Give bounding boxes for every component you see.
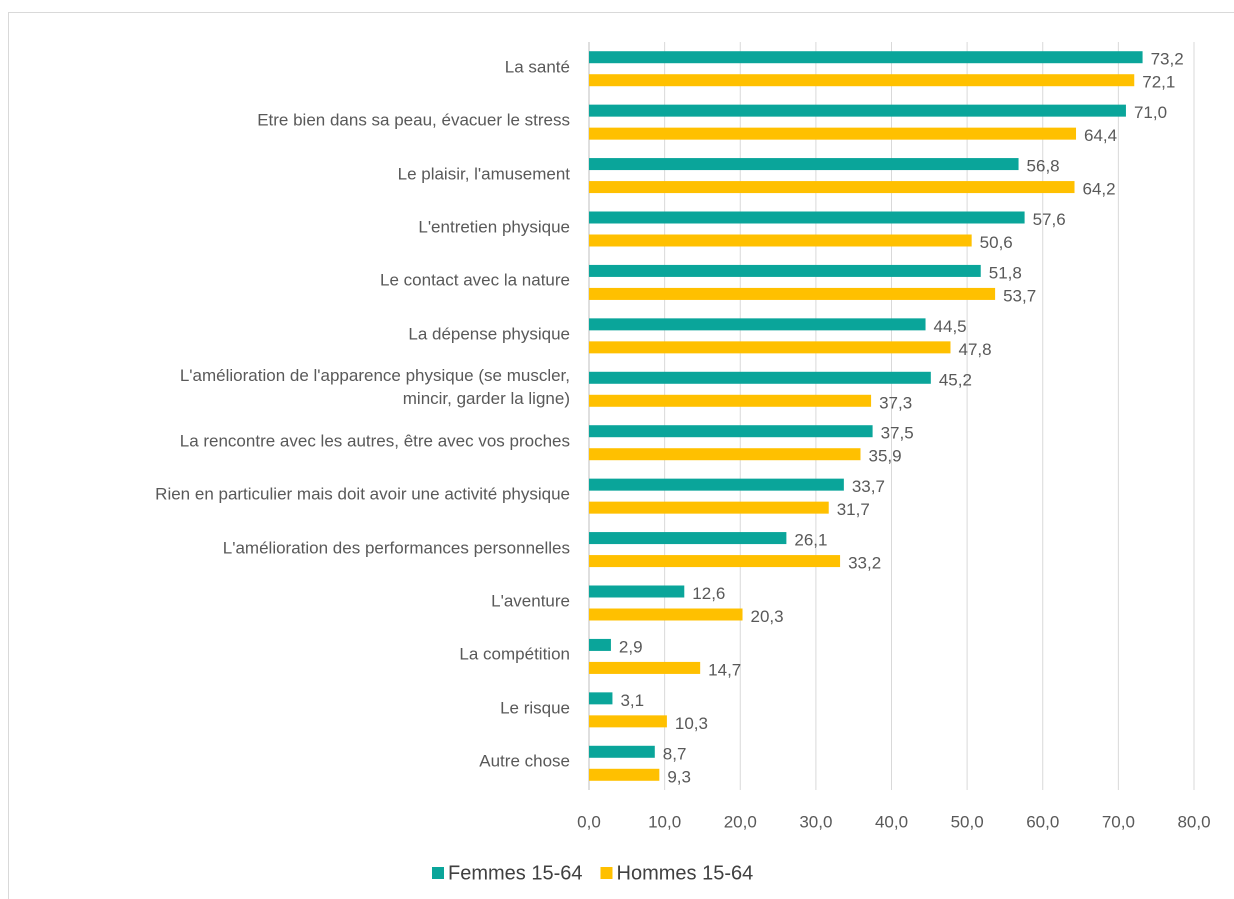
category-label: L'amélioration des performances personne… — [222, 538, 570, 558]
bar — [589, 532, 787, 545]
category-label: Rien en particulier mais doit avoir une … — [155, 484, 570, 504]
x-tick-label: 70,0 — [1102, 812, 1135, 831]
value-label: 50,6 — [980, 233, 1013, 252]
value-label: 37,5 — [881, 424, 914, 443]
value-label: 53,7 — [1003, 286, 1036, 305]
category-label: La dépense physique — [408, 324, 570, 344]
value-label: 51,8 — [989, 263, 1022, 282]
value-label: 26,1 — [794, 531, 827, 550]
category-label: La compétition — [459, 644, 570, 664]
value-label: 64,4 — [1084, 126, 1117, 145]
legend-label: Femmes 15-64 — [448, 862, 583, 884]
bar — [589, 341, 951, 354]
x-tick-label: 80,0 — [1177, 812, 1210, 831]
value-label: 57,6 — [1033, 210, 1066, 229]
x-tick-label: 0,0 — [577, 812, 601, 831]
category-label: La rencontre avec les autres, être avec … — [179, 431, 570, 451]
category-label: L'amélioration de l'apparence physique (… — [179, 366, 570, 409]
bar — [589, 715, 667, 728]
x-tick-label: 50,0 — [951, 812, 984, 831]
x-tick-label: 40,0 — [875, 812, 908, 831]
value-label: 37,3 — [879, 393, 912, 412]
value-label: 33,7 — [852, 477, 885, 496]
value-label: 72,1 — [1142, 73, 1175, 92]
bar — [589, 181, 1075, 194]
x-tick-label: 60,0 — [1026, 812, 1059, 831]
bar — [589, 104, 1126, 117]
bar — [589, 745, 655, 758]
bar — [589, 661, 701, 674]
category-label: L'entretien physique — [418, 217, 570, 237]
bar — [589, 692, 613, 705]
category-label: Le plaisir, l'amusement — [397, 164, 570, 184]
bar — [589, 585, 685, 598]
value-label: 2,9 — [619, 637, 643, 656]
category-label: La santé — [504, 57, 570, 77]
value-label: 45,2 — [939, 370, 972, 389]
value-label: 56,8 — [1027, 157, 1060, 176]
category-label: Etre bien dans sa peau, évacuer le stres… — [257, 110, 570, 130]
bar — [589, 478, 844, 491]
value-label: 20,3 — [751, 607, 784, 626]
bar — [589, 768, 660, 781]
chart-frame — [8, 12, 1234, 899]
bar — [589, 74, 1135, 87]
bar — [589, 425, 873, 438]
value-label: 10,3 — [675, 714, 708, 733]
bar — [589, 127, 1077, 140]
bar — [589, 501, 829, 514]
value-label: 71,0 — [1134, 103, 1167, 122]
value-label: 64,2 — [1083, 180, 1116, 199]
x-tick-label: 10,0 — [648, 812, 681, 831]
legend-label: Hommes 15-64 — [617, 862, 754, 884]
value-label: 12,6 — [692, 584, 725, 603]
bar — [589, 318, 926, 331]
value-label: 47,8 — [958, 340, 991, 359]
x-tick-label: 30,0 — [799, 812, 832, 831]
bar — [589, 264, 981, 277]
legend-swatch — [432, 867, 444, 879]
x-tick-label: 20,0 — [724, 812, 757, 831]
bar — [589, 234, 972, 247]
value-label: 9,3 — [667, 767, 691, 786]
value-label: 3,1 — [620, 691, 644, 710]
category-label: Le contact avec la nature — [380, 270, 570, 290]
value-label: 8,7 — [663, 744, 687, 763]
value-label: 73,2 — [1151, 50, 1184, 69]
bar — [589, 211, 1025, 224]
bar — [589, 371, 931, 384]
bar — [589, 51, 1143, 64]
bar — [589, 638, 611, 651]
bar — [589, 394, 872, 407]
value-label: 33,2 — [848, 554, 881, 573]
bar — [589, 287, 996, 300]
bar — [589, 608, 743, 621]
bar — [589, 555, 841, 568]
value-label: 31,7 — [837, 500, 870, 519]
legend-swatch — [600, 867, 613, 879]
bar — [589, 158, 1019, 171]
category-label: Autre chose — [479, 751, 570, 771]
value-label: 35,9 — [868, 447, 901, 466]
category-label: Le risque — [500, 698, 570, 718]
value-label: 14,7 — [708, 660, 741, 679]
category-label: L'aventure — [491, 591, 570, 611]
value-label: 44,5 — [934, 317, 967, 336]
bar — [589, 448, 861, 461]
